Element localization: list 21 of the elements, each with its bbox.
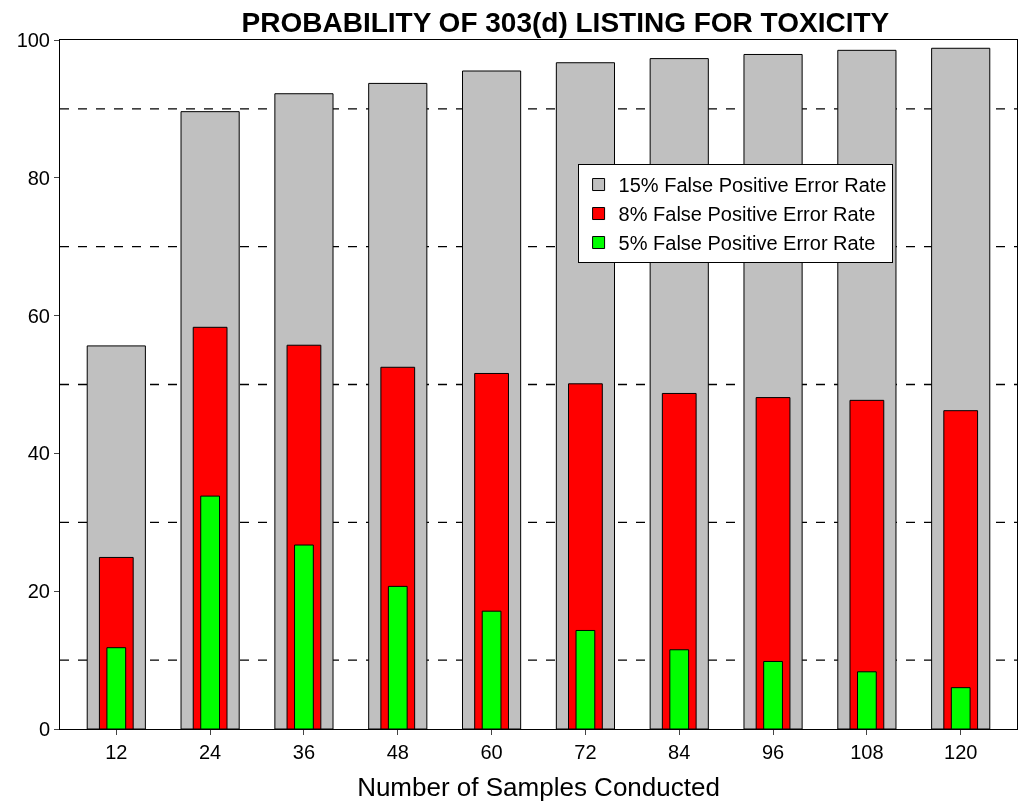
y-tick-label: 80 bbox=[27, 166, 50, 189]
chart-title: PROBABILITY OF 303(d) LISTING FOR TOXICITY bbox=[241, 6, 890, 38]
x-tick-label: 72 bbox=[574, 741, 597, 763]
y-tick-label: 0 bbox=[38, 718, 50, 740]
y-tick-label: 100 bbox=[16, 29, 50, 51]
x-tick-label: 96 bbox=[761, 741, 785, 763]
x-tick-label: 120 bbox=[944, 741, 978, 763]
x-axis-title: Number of Samples Conducted bbox=[357, 771, 720, 802]
x-tick-label: 108 bbox=[850, 741, 884, 763]
legend-label: 15% False Positive Error Rate bbox=[618, 174, 887, 197]
x-tick-label: 24 bbox=[198, 741, 222, 763]
y-tick-label: 40 bbox=[27, 442, 50, 465]
legend-label: 5% False Positive Error Rate bbox=[618, 232, 876, 255]
x-tick-label: 12 bbox=[105, 741, 128, 763]
x-tick-label: 36 bbox=[292, 741, 316, 763]
legend-label: 8% False Positive Error Rate bbox=[618, 203, 876, 226]
y-tick-label: 60 bbox=[27, 304, 50, 327]
x-tick-label: 84 bbox=[668, 741, 691, 763]
x-tick-label: 48 bbox=[386, 741, 409, 763]
y-tick-label: 20 bbox=[27, 580, 50, 603]
x-tick-label: 60 bbox=[480, 741, 503, 763]
